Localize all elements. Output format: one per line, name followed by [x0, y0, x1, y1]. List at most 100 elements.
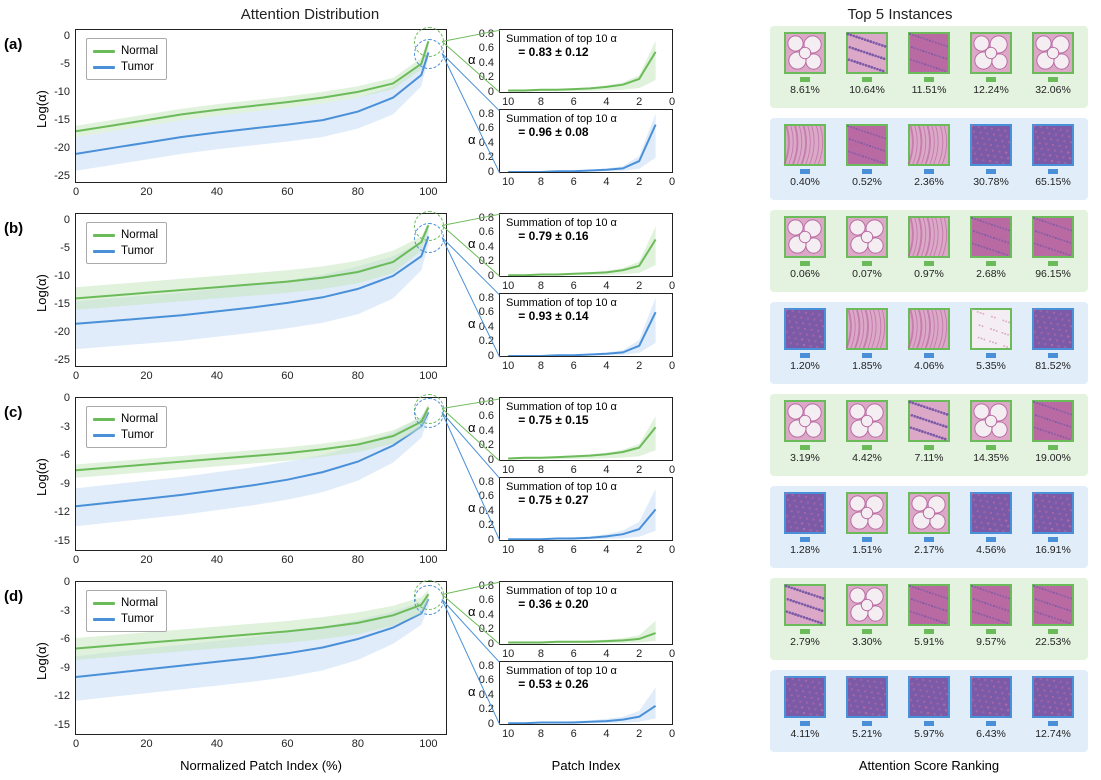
patch-thumbnail — [846, 676, 888, 718]
instance-row-c-tumor: 1.28%1.51%2.17%4.56%16.91% — [770, 486, 1088, 568]
patch-thumbnail — [908, 216, 950, 258]
patch-thumbnail — [1032, 216, 1074, 258]
xtick: 8 — [538, 544, 544, 556]
instance-cell: 14.35% — [963, 400, 1019, 464]
attention-bar — [1048, 445, 1058, 450]
ytick: 0 — [64, 214, 70, 226]
xtick: 4 — [603, 360, 609, 372]
xtick: 4 — [603, 280, 609, 292]
xtick: 10 — [502, 648, 514, 660]
patch-thumbnail — [784, 492, 826, 534]
xtick: 6 — [571, 728, 577, 740]
xtick: 2 — [636, 464, 642, 476]
attention-bar — [800, 721, 810, 726]
instance-cell: 3.30% — [839, 584, 895, 648]
xtick: 0 — [73, 370, 79, 382]
patch-thumbnail — [1032, 676, 1074, 718]
attention-pct: 3.30% — [852, 636, 882, 648]
instance-cell: 4.42% — [839, 400, 895, 464]
attention-bar — [862, 169, 872, 174]
attention-panel-c: 020406080100-15-12-9-6-30NormalTumor — [76, 398, 446, 550]
attention-pct: 65.15% — [1035, 176, 1071, 188]
attention-panel-a: 020406080100-25-20-15-10-50NormalTumor — [76, 30, 446, 182]
attention-bar — [800, 537, 810, 542]
legend-tumor: Tumor — [93, 243, 158, 259]
instance-cell: 4.06% — [901, 308, 957, 372]
attention-pct: 12.24% — [973, 84, 1009, 96]
xtick: 10 — [502, 544, 514, 556]
ytick: 0.8 — [479, 292, 494, 304]
instance-cell: 12.24% — [963, 32, 1019, 96]
patch-thumbnail — [908, 676, 950, 718]
legend-tumor: Tumor — [93, 611, 158, 627]
xtick: 20 — [140, 554, 152, 566]
xtick: 10 — [502, 464, 514, 476]
ytick: -20 — [54, 326, 70, 338]
ytick: -12 — [54, 690, 70, 702]
zoom-circle — [414, 223, 444, 253]
patch-thumbnail — [970, 400, 1012, 442]
instance-cell: 9.57% — [963, 584, 1019, 648]
patch-thumbnail — [908, 32, 950, 74]
ytick: -5 — [60, 242, 70, 254]
ylabel-big-b: Log(α) — [34, 274, 49, 312]
patch-thumbnail — [846, 124, 888, 166]
instance-cell: 16.91% — [1025, 492, 1081, 556]
attention-bar — [800, 629, 810, 634]
attention-pct: 0.52% — [852, 176, 882, 188]
xtick: 100 — [419, 738, 437, 750]
instance-row-b-tumor: 1.20%1.85%4.06%5.35%81.52% — [770, 302, 1088, 384]
attention-bar — [800, 169, 810, 174]
attention-pct: 6.43% — [976, 728, 1006, 740]
attention-pct: 30.78% — [973, 176, 1009, 188]
xtick: 80 — [352, 370, 364, 382]
instance-cell: 5.21% — [839, 676, 895, 740]
legend-normal: Normal — [93, 43, 158, 59]
xtick: 20 — [140, 370, 152, 382]
ytick: -6 — [60, 449, 70, 461]
xtick: 10 — [502, 360, 514, 372]
xtick: 2 — [636, 96, 642, 108]
ytick: -15 — [54, 535, 70, 547]
instance-cell: 5.35% — [963, 308, 1019, 372]
legend-normal: Normal — [93, 411, 158, 427]
ytick: 0 — [64, 392, 70, 404]
attention-pct: 10.64% — [849, 84, 885, 96]
xtick: 10 — [502, 96, 514, 108]
legend: NormalTumor — [86, 590, 167, 632]
ytick: 0.6 — [479, 226, 494, 238]
legend-normal: Normal — [93, 595, 158, 611]
xtick: 0 — [669, 176, 675, 188]
attention-pct: 9.57% — [976, 636, 1006, 648]
legend-tumor: Tumor — [93, 427, 158, 443]
attention-bar — [924, 445, 934, 450]
ytick: 0 — [64, 576, 70, 588]
patch-thumbnail — [970, 308, 1012, 350]
attention-bar — [986, 353, 996, 358]
instance-cell: 0.97% — [901, 216, 957, 280]
xtick: 6 — [571, 176, 577, 188]
attention-bar — [800, 77, 810, 82]
attention-pct: 5.91% — [914, 636, 944, 648]
attention-pct: 11.51% — [912, 84, 947, 96]
attention-pct: 3.19% — [790, 452, 820, 464]
legend: NormalTumor — [86, 406, 167, 448]
instance-row-a-tumor: 0.40%0.52%2.36%30.78%65.15% — [770, 118, 1088, 200]
attention-pct: 32.06% — [1035, 84, 1071, 96]
xtick: 80 — [352, 186, 364, 198]
attention-bar — [862, 445, 872, 450]
xtick: 6 — [571, 280, 577, 292]
title-top5: Top 5 Instances — [820, 6, 980, 23]
attention-pct: 1.28% — [790, 544, 820, 556]
ranking-label: Attention Score Ranking — [770, 758, 1088, 773]
xtick: 80 — [352, 738, 364, 750]
legend-normal: Normal — [93, 227, 158, 243]
attention-pct: 1.51% — [852, 544, 882, 556]
xtick: 0 — [669, 648, 675, 660]
attention-pct: 0.06% — [790, 268, 820, 280]
attention-pct: 16.91% — [1035, 544, 1071, 556]
attention-pct: 2.36% — [914, 176, 944, 188]
ylabel-mini: α — [468, 684, 476, 699]
ytick: 0.6 — [479, 594, 494, 606]
row-label-a: (a) — [4, 36, 22, 53]
